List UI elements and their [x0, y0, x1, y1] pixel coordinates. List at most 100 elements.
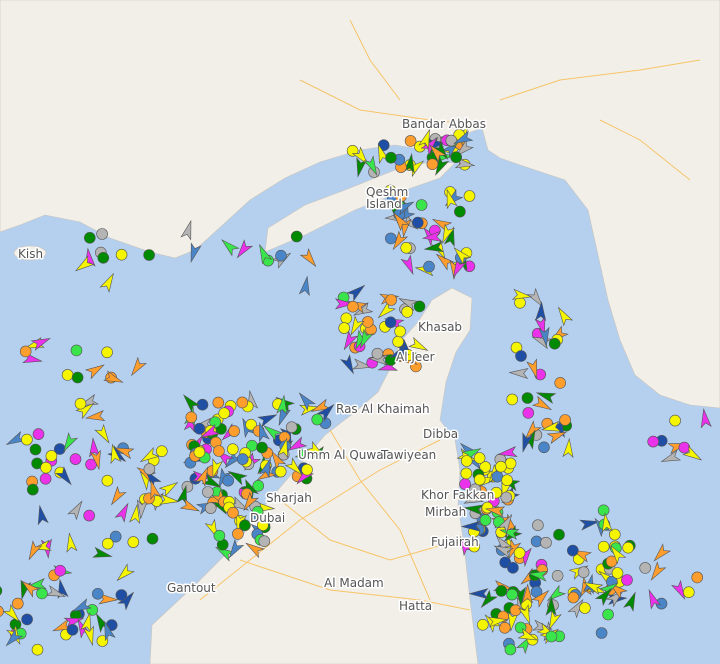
- vessel-underway-icon[interactable]: [506, 611, 519, 632]
- vessel-underway-icon[interactable]: [352, 358, 373, 372]
- vessel-anchored-icon[interactable]: [548, 337, 561, 350]
- vessel-underway-icon[interactable]: [60, 432, 79, 454]
- vessel-underway-icon[interactable]: [531, 587, 552, 608]
- vessel-underway-icon[interactable]: [579, 517, 600, 531]
- vessel-anchored-icon[interactable]: [495, 585, 508, 597]
- vessel-anchored-icon[interactable]: [245, 418, 257, 431]
- vessel-underway-icon[interactable]: [418, 128, 434, 150]
- vessel-underway-icon[interactable]: [127, 356, 147, 378]
- vessel-underway-icon[interactable]: [346, 282, 367, 302]
- vessel-markers[interactable]: [0, 126, 712, 656]
- vessel-anchored-icon[interactable]: [463, 190, 476, 202]
- vessel-anchored-icon[interactable]: [213, 445, 225, 457]
- vessel-anchored-icon[interactable]: [479, 514, 492, 526]
- vessel-anchored-icon[interactable]: [469, 483, 482, 496]
- vessel-underway-icon[interactable]: [623, 591, 640, 612]
- vessel-anchored-icon[interactable]: [669, 414, 681, 427]
- vessel-anchored-icon[interactable]: [506, 588, 518, 601]
- vessel-underway-icon[interactable]: [340, 330, 359, 352]
- vessel-anchored-icon[interactable]: [193, 446, 206, 459]
- vessel-anchored-icon[interactable]: [143, 249, 155, 261]
- vessel-underway-icon[interactable]: [363, 155, 381, 177]
- vessel-anchored-icon[interactable]: [239, 519, 251, 532]
- vessel-anchored-icon[interactable]: [45, 450, 58, 462]
- vessel-anchored-icon[interactable]: [559, 414, 571, 426]
- vessel-anchored-icon[interactable]: [29, 443, 42, 456]
- vessel-anchored-icon[interactable]: [567, 591, 580, 604]
- vessel-underway-icon[interactable]: [55, 466, 75, 487]
- vessel-underway-icon[interactable]: [240, 491, 260, 514]
- vessel-underway-icon[interactable]: [114, 563, 135, 584]
- vessel-anchored-icon[interactable]: [491, 470, 504, 483]
- vessel-underway-icon[interactable]: [255, 243, 273, 265]
- vessel-anchored-icon[interactable]: [84, 232, 96, 244]
- vessel-underway-icon[interactable]: [531, 395, 554, 414]
- vessel-anchored-icon[interactable]: [384, 232, 397, 245]
- vessel-underway-icon[interactable]: [298, 275, 312, 297]
- vessel-anchored-icon[interactable]: [404, 135, 417, 147]
- vessel-anchored-icon[interactable]: [227, 443, 239, 456]
- vessel-anchored-icon[interactable]: [507, 561, 519, 574]
- vessel-anchored-icon[interactable]: [54, 564, 67, 577]
- vessel-underway-icon[interactable]: [310, 398, 332, 415]
- vessel-underway-icon[interactable]: [201, 473, 223, 492]
- vessel-anchored-icon[interactable]: [454, 205, 466, 218]
- vessel-underway-icon[interactable]: [113, 443, 135, 460]
- vessel-underway-icon[interactable]: [296, 390, 316, 412]
- vessel-anchored-icon[interactable]: [290, 230, 303, 243]
- vessel-anchored-icon[interactable]: [411, 216, 424, 229]
- vessel-anchored-icon[interactable]: [415, 199, 428, 211]
- vessel-underway-icon[interactable]: [443, 226, 459, 247]
- vessel-anchored-icon[interactable]: [19, 345, 32, 358]
- vessel-underway-icon[interactable]: [103, 370, 124, 387]
- vessel-anchored-icon[interactable]: [222, 474, 234, 487]
- vessel-anchored-icon[interactable]: [513, 547, 526, 559]
- vessel-underway-icon[interactable]: [554, 305, 574, 327]
- vessel-anchored-icon[interactable]: [504, 643, 517, 656]
- vessel-anchored-icon[interactable]: [426, 158, 439, 170]
- vessel-underway-icon[interactable]: [180, 219, 196, 241]
- vessel-underway-icon[interactable]: [351, 146, 372, 167]
- vessel-anchored-icon[interactable]: [96, 228, 108, 240]
- vessel-anchored-icon[interactable]: [251, 505, 264, 518]
- vessel-anchored-icon[interactable]: [109, 530, 122, 543]
- vessel-anchored-icon[interactable]: [385, 151, 397, 164]
- vessel-underway-icon[interactable]: [225, 538, 245, 561]
- vessel-underway-icon[interactable]: [388, 344, 410, 361]
- vessel-anchored-icon[interactable]: [553, 528, 565, 541]
- vessel-underway-icon[interactable]: [535, 388, 557, 404]
- vessel-underway-icon[interactable]: [107, 443, 122, 465]
- vessel-anchored-icon[interactable]: [579, 602, 591, 614]
- vessel-underway-icon[interactable]: [84, 410, 106, 423]
- vessel-underway-icon[interactable]: [25, 540, 43, 562]
- vessel-anchored-icon[interactable]: [691, 571, 704, 584]
- vessel-anchored-icon[interactable]: [193, 422, 206, 435]
- vessel-anchored-icon[interactable]: [61, 369, 74, 381]
- vessel-underway-icon[interactable]: [522, 420, 542, 441]
- vessel-anchored-icon[interactable]: [501, 474, 513, 487]
- vessel-anchored-icon[interactable]: [101, 474, 114, 487]
- vessel-anchored-icon[interactable]: [597, 540, 610, 553]
- vessel-anchored-icon[interactable]: [31, 643, 44, 656]
- vessel-underway-icon[interactable]: [94, 423, 113, 446]
- vessel-underway-icon[interactable]: [498, 525, 520, 540]
- vessel-underway-icon[interactable]: [545, 584, 567, 605]
- vessel-underway-icon[interactable]: [567, 597, 587, 619]
- vessel-underway-icon[interactable]: [129, 503, 142, 525]
- vessel-underway-icon[interactable]: [70, 598, 92, 616]
- vessel-anchored-icon[interactable]: [258, 535, 271, 548]
- vessel-underway-icon[interactable]: [136, 499, 148, 520]
- vessel-anchored-icon[interactable]: [621, 574, 633, 586]
- vessel-anchored-icon[interactable]: [40, 461, 52, 474]
- vessel-underway-icon[interactable]: [347, 315, 365, 337]
- vessel-underway-icon[interactable]: [73, 255, 95, 275]
- vessel-underway-icon[interactable]: [258, 457, 276, 479]
- vessel-anchored-icon[interactable]: [301, 463, 313, 476]
- vessel-underway-icon[interactable]: [546, 427, 568, 445]
- vessel-anchored-icon[interactable]: [204, 502, 217, 514]
- vessel-underway-icon[interactable]: [180, 392, 201, 413]
- vessel-anchored-icon[interactable]: [532, 519, 544, 532]
- vessel-underway-icon[interactable]: [114, 501, 132, 523]
- vessel-anchored-icon[interactable]: [400, 242, 413, 254]
- vessel-underway-icon[interactable]: [607, 543, 627, 565]
